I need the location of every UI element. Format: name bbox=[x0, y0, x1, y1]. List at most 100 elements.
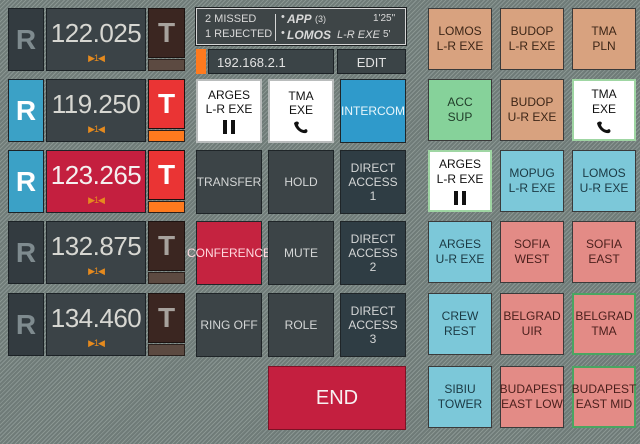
call-status-panel: 2 MISSED 1 REJECTED • APP (3) 1'25" • LO… bbox=[196, 8, 406, 45]
mopug-lr-exe-button[interactable]: MOPUG L-R EXE bbox=[500, 150, 564, 212]
frequency-value: 122.025 bbox=[50, 18, 142, 48]
role-button[interactable]: ROLE bbox=[268, 293, 334, 357]
transmit-button[interactable]: T bbox=[148, 79, 185, 129]
direct-access-2-button[interactable]: DIRECT ACCESS 2 bbox=[340, 221, 406, 285]
button-label-line1: DIRECT bbox=[350, 161, 396, 175]
frequency-display[interactable]: 123.265 ▶1◀ bbox=[46, 150, 146, 213]
button-label-line1: BUDOP bbox=[510, 24, 554, 38]
tma-exe-call-button[interactable]: TMA EXE bbox=[268, 79, 334, 143]
button-label-line1: TMA bbox=[591, 86, 617, 101]
edit-button[interactable]: EDIT bbox=[337, 49, 406, 74]
tma-pln-button[interactable]: TMA PLN bbox=[572, 8, 636, 70]
direct-access-3-button[interactable]: DIRECT ACCESS 3 bbox=[340, 293, 406, 357]
button-label-line1: DIRECT bbox=[350, 304, 396, 318]
receive-button[interactable]: R bbox=[8, 221, 44, 284]
frequency-indicator: ▶1◀ bbox=[88, 266, 105, 276]
budapest-east-mid-button[interactable]: BUDAPEST EAST MID bbox=[572, 366, 636, 428]
button-label-line2: L-R EXE bbox=[205, 102, 253, 116]
frequency-row-2: R 119.250 ▶1◀ T bbox=[8, 79, 185, 142]
transmit-indicator bbox=[148, 201, 185, 213]
lomos-label: LOMOS bbox=[287, 28, 331, 42]
crew-rest-button[interactable]: CREW REST bbox=[428, 293, 492, 355]
receive-button[interactable]: R bbox=[8, 8, 44, 71]
arges-lr-exe-call-button[interactable]: ARGES L-R EXE bbox=[196, 79, 262, 143]
button-label-line1: DIRECT bbox=[350, 232, 396, 246]
sibiu-tower-button[interactable]: SIBIU TOWER bbox=[428, 366, 492, 428]
rejected-calls: 1 REJECTED bbox=[205, 28, 273, 40]
receive-button[interactable]: R bbox=[8, 293, 44, 356]
frequency-value: 123.265 bbox=[50, 160, 142, 190]
receive-button[interactable]: R bbox=[8, 79, 44, 142]
arges-lr-exe-button[interactable]: ARGES L-R EXE bbox=[428, 150, 492, 212]
button-label-line1: MOPUG bbox=[509, 166, 555, 180]
pause-icon bbox=[454, 191, 466, 205]
receive-button[interactable]: R bbox=[8, 150, 44, 213]
phone-icon bbox=[294, 121, 308, 133]
lomos-lr-exe-button[interactable]: LOMOS L-R EXE bbox=[428, 8, 492, 70]
button-label-line3: 1 bbox=[369, 189, 377, 203]
transmit-button[interactable]: T bbox=[148, 221, 185, 271]
end-call-button[interactable]: END bbox=[268, 366, 406, 430]
transmit-button[interactable]: T bbox=[148, 150, 185, 200]
belgrad-tma-button[interactable]: BELGRAD TMA bbox=[572, 293, 636, 355]
button-label-line1: CREW bbox=[441, 309, 479, 323]
frequency-value: 134.460 bbox=[50, 303, 142, 333]
button-label-line1: BUDAPEST bbox=[571, 382, 637, 396]
frequency-indicator: ▶1◀ bbox=[88, 124, 105, 134]
frequency-indicator: ▶1◀ bbox=[88, 53, 105, 63]
button-label-line1: SIBIU bbox=[444, 382, 476, 396]
transmit-button[interactable]: T bbox=[148, 8, 185, 58]
button-label-line2: L-R EXE bbox=[436, 39, 484, 53]
sofia-east-button[interactable]: SOFIA EAST bbox=[572, 221, 636, 283]
budapest-east-low-button[interactable]: BUDAPEST EAST LOW bbox=[500, 366, 564, 428]
lomos-ur-exe-button[interactable]: LOMOS U-R EXE bbox=[572, 150, 636, 212]
button-label-line2: ACCESS bbox=[348, 175, 398, 189]
frequency-display[interactable]: 132.875 ▶1◀ bbox=[46, 221, 146, 284]
button-label-line1: LOMOS bbox=[582, 166, 626, 180]
button-label-line2: WEST bbox=[514, 252, 550, 266]
frequency-display[interactable]: 122.025 ▶1◀ bbox=[46, 8, 146, 71]
app-count: (3) bbox=[315, 14, 326, 24]
tma-exe-button[interactable]: TMA EXE bbox=[572, 79, 636, 141]
transmit-button[interactable]: T bbox=[148, 293, 185, 343]
acc-sup-button[interactable]: ACC SUP bbox=[428, 79, 492, 141]
ip-address-field[interactable]: 192.168.2.1 bbox=[208, 49, 334, 74]
frequency-display[interactable]: 134.460 ▶1◀ bbox=[46, 293, 146, 356]
arges-ur-exe-button[interactable]: ARGES U-R EXE bbox=[428, 221, 492, 283]
conference-button[interactable]: CONFERENCE bbox=[187, 221, 271, 285]
button-label-line1: TMA bbox=[288, 88, 314, 103]
intercom-button[interactable]: INTERCOM bbox=[340, 79, 406, 143]
app-time: 1'25" bbox=[373, 13, 396, 24]
button-label-line1: SOFIA bbox=[585, 237, 622, 251]
frequency-display[interactable]: 119.250 ▶1◀ bbox=[46, 79, 146, 142]
mute-button[interactable]: MUTE bbox=[268, 221, 334, 285]
pause-icon bbox=[223, 120, 235, 134]
ip-row: 192.168.2.1 EDIT bbox=[196, 49, 406, 74]
button-label-line2: U-R EXE bbox=[579, 181, 629, 195]
button-label-line2: ACCESS bbox=[348, 318, 398, 332]
app-bullet: • bbox=[281, 11, 285, 23]
budop-ur-exe-button[interactable]: BUDOP U-R EXE bbox=[500, 79, 564, 141]
belgrad-uir-button[interactable]: BELGRAD UIR bbox=[500, 293, 564, 355]
button-label-line2: TMA bbox=[591, 324, 617, 338]
frequency-indicator: ▶1◀ bbox=[88, 338, 105, 348]
frequency-value: 132.875 bbox=[50, 231, 142, 261]
button-label-line2: REST bbox=[443, 324, 476, 338]
status-divider bbox=[275, 14, 276, 41]
budop-lr-exe-button[interactable]: BUDOP L-R EXE bbox=[500, 8, 564, 70]
lomos-time: 5' bbox=[383, 29, 391, 40]
button-label-line2: TOWER bbox=[437, 397, 483, 411]
direct-access-1-button[interactable]: DIRECT ACCESS 1 bbox=[340, 150, 406, 214]
transmit-indicator bbox=[148, 59, 185, 71]
button-label-line2: U-R EXE bbox=[507, 110, 557, 124]
button-label-line2: UIR bbox=[521, 324, 543, 338]
transfer-button[interactable]: TRANSFER bbox=[196, 150, 262, 214]
frequency-row-5: R 134.460 ▶1◀ T bbox=[8, 293, 185, 356]
sofia-west-button[interactable]: SOFIA WEST bbox=[500, 221, 564, 283]
button-label-line1: ARGES bbox=[438, 157, 481, 171]
frequency-row-3: R 123.265 ▶1◀ T bbox=[8, 150, 185, 213]
ring-off-button[interactable]: RING OFF bbox=[196, 293, 262, 357]
button-label-line1: BELGRAD bbox=[575, 309, 633, 323]
hold-button[interactable]: HOLD bbox=[268, 150, 334, 214]
lomos-sub: L-R EXE bbox=[337, 29, 380, 41]
